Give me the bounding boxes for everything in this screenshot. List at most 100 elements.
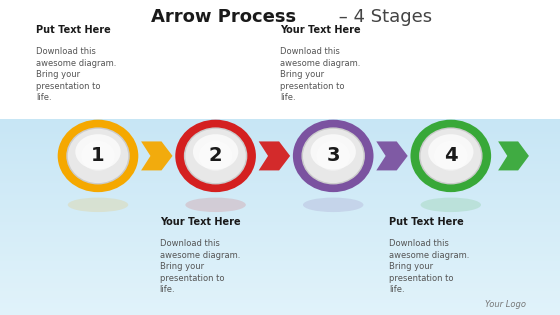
Bar <box>0 307 560 310</box>
Bar <box>0 134 560 137</box>
Bar <box>0 271 560 273</box>
Bar <box>0 205 560 208</box>
Ellipse shape <box>303 198 363 212</box>
Bar <box>0 215 560 217</box>
Ellipse shape <box>410 120 491 192</box>
Bar <box>0 312 560 315</box>
Bar <box>0 268 560 271</box>
Bar <box>0 229 560 232</box>
Bar <box>0 175 560 178</box>
Bar <box>0 203 560 205</box>
Ellipse shape <box>68 129 128 183</box>
Text: Download this
awesome diagram.
Bring your
presentation to
life.: Download this awesome diagram. Bring you… <box>160 239 240 294</box>
Text: Your Logo: Your Logo <box>486 300 526 309</box>
Bar <box>0 273 560 276</box>
Bar <box>0 188 560 191</box>
Ellipse shape <box>175 120 256 192</box>
Bar <box>0 207 560 210</box>
Bar <box>0 278 560 281</box>
Ellipse shape <box>81 141 115 171</box>
Bar <box>0 290 560 293</box>
Bar <box>0 127 560 129</box>
Bar <box>0 288 560 290</box>
Ellipse shape <box>199 141 232 171</box>
Ellipse shape <box>303 129 363 183</box>
Bar <box>0 136 560 139</box>
Bar <box>0 144 560 146</box>
Ellipse shape <box>301 127 365 185</box>
Bar <box>0 227 560 230</box>
Text: 3: 3 <box>326 146 340 165</box>
Bar <box>0 300 560 303</box>
Polygon shape <box>259 141 290 170</box>
Bar <box>0 185 560 188</box>
Text: Download this
awesome diagram.
Bring your
presentation to
life.: Download this awesome diagram. Bring you… <box>389 239 470 294</box>
Polygon shape <box>376 141 408 170</box>
Bar <box>0 254 560 256</box>
Bar <box>0 305 560 308</box>
Bar <box>0 212 560 215</box>
Bar <box>0 234 560 237</box>
Ellipse shape <box>193 134 239 169</box>
Ellipse shape <box>419 127 483 185</box>
Bar <box>0 195 560 198</box>
Ellipse shape <box>58 120 138 192</box>
Bar <box>0 261 560 264</box>
Bar <box>0 153 560 156</box>
Bar <box>0 310 560 312</box>
Bar <box>0 141 560 144</box>
Bar <box>0 198 560 200</box>
Bar <box>0 276 560 278</box>
Bar <box>0 249 560 251</box>
Bar <box>0 119 560 122</box>
Bar <box>0 180 560 183</box>
Bar <box>0 168 560 171</box>
Bar <box>0 146 560 149</box>
Ellipse shape <box>68 198 128 212</box>
Bar <box>0 163 560 166</box>
Bar <box>0 200 560 203</box>
Bar <box>0 237 560 239</box>
Bar <box>0 129 560 132</box>
Ellipse shape <box>184 127 248 185</box>
Bar <box>0 266 560 269</box>
Text: – 4 Stages: – 4 Stages <box>333 8 432 26</box>
Ellipse shape <box>293 120 374 192</box>
Bar <box>0 158 560 161</box>
Bar <box>0 217 560 220</box>
Ellipse shape <box>434 141 468 171</box>
Bar <box>0 293 560 295</box>
Ellipse shape <box>310 134 356 169</box>
Ellipse shape <box>66 127 130 185</box>
Text: 2: 2 <box>209 146 222 165</box>
Polygon shape <box>141 141 172 170</box>
Bar <box>0 232 560 234</box>
Bar <box>0 190 560 193</box>
Text: Download this
awesome diagram.
Bring your
presentation to
life.: Download this awesome diagram. Bring you… <box>280 47 361 102</box>
Bar <box>0 166 560 169</box>
Bar <box>0 285 560 288</box>
Text: Your Text Here: Your Text Here <box>280 25 361 35</box>
Bar <box>0 178 560 181</box>
Bar <box>0 239 560 242</box>
Ellipse shape <box>316 141 350 171</box>
Bar <box>0 149 560 152</box>
Bar <box>0 0 560 120</box>
Bar <box>0 298 560 301</box>
Bar <box>0 210 560 212</box>
Bar <box>0 302 560 305</box>
Ellipse shape <box>185 129 246 183</box>
Text: Download this
awesome diagram.
Bring your
presentation to
life.: Download this awesome diagram. Bring you… <box>36 47 117 102</box>
Ellipse shape <box>75 134 120 169</box>
Bar <box>0 220 560 222</box>
Text: Put Text Here: Put Text Here <box>389 217 464 227</box>
Bar <box>0 241 560 244</box>
Bar <box>0 259 560 261</box>
Ellipse shape <box>421 129 481 183</box>
Ellipse shape <box>421 198 481 212</box>
Bar <box>0 295 560 298</box>
Bar <box>0 183 560 186</box>
Polygon shape <box>498 141 529 170</box>
Bar <box>0 244 560 247</box>
Bar <box>0 263 560 266</box>
